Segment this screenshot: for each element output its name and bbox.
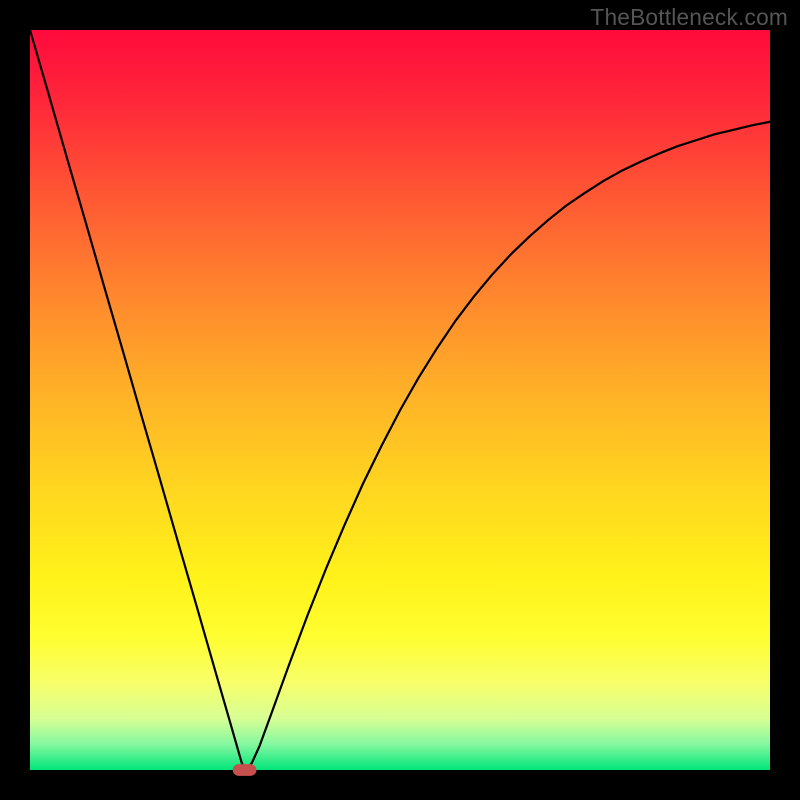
optimal-marker <box>233 764 257 776</box>
chart-container: TheBottleneck.com <box>0 0 800 800</box>
plot-background <box>30 30 770 770</box>
watermark-text: TheBottleneck.com <box>590 4 788 31</box>
bottleneck-chart <box>0 0 800 800</box>
